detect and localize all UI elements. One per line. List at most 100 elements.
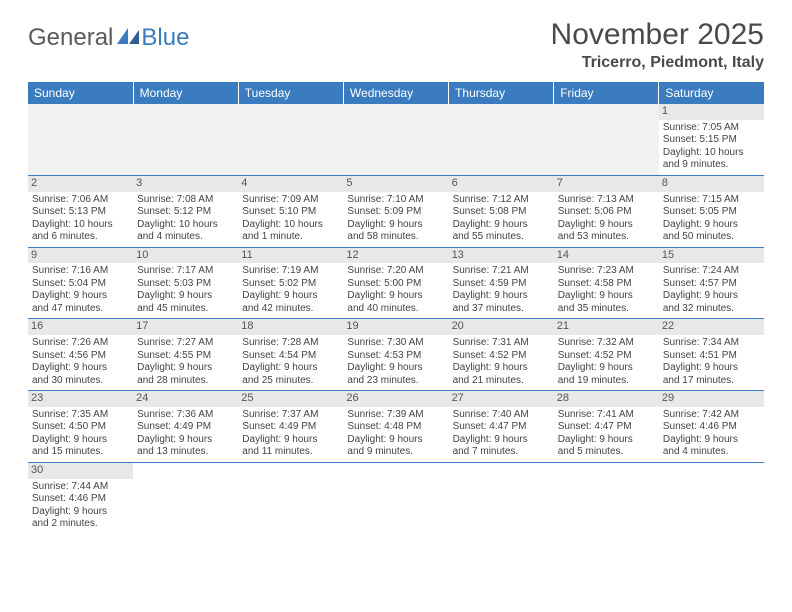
- calendar-cell: 9Sunrise: 7:16 AMSunset: 5:04 PMDaylight…: [28, 247, 133, 319]
- cell-sunset: Sunset: 5:00 PM: [347, 278, 444, 291]
- cell-day2: and 9 minutes.: [663, 159, 760, 172]
- cell-sunset: Sunset: 4:55 PM: [137, 350, 234, 363]
- cell-sunrise: Sunrise: 7:30 AM: [347, 337, 444, 350]
- cell-sunrise: Sunrise: 7:23 AM: [558, 265, 655, 278]
- cell-day1: Daylight: 9 hours: [32, 362, 129, 375]
- cell-day1: Daylight: 9 hours: [32, 290, 129, 303]
- cell-sunset: Sunset: 4:46 PM: [32, 493, 129, 506]
- cell-sunset: Sunset: 5:09 PM: [347, 206, 444, 219]
- cell-sunrise: Sunrise: 7:19 AM: [242, 265, 339, 278]
- calendar-cell: 26Sunrise: 7:39 AMSunset: 4:48 PMDayligh…: [343, 391, 448, 463]
- cell-sunrise: Sunrise: 7:15 AM: [663, 194, 760, 207]
- cell-day2: and 35 minutes.: [558, 303, 655, 316]
- calendar-cell: [343, 104, 448, 175]
- calendar-cell: 23Sunrise: 7:35 AMSunset: 4:50 PMDayligh…: [28, 391, 133, 463]
- day-number: 18: [238, 319, 343, 335]
- cell-sunrise: Sunrise: 7:08 AM: [137, 194, 234, 207]
- calendar-cell: 11Sunrise: 7:19 AMSunset: 5:02 PMDayligh…: [238, 247, 343, 319]
- cell-sunset: Sunset: 5:08 PM: [453, 206, 550, 219]
- calendar-cell: 6Sunrise: 7:12 AMSunset: 5:08 PMDaylight…: [449, 175, 554, 247]
- cell-day1: Daylight: 9 hours: [663, 290, 760, 303]
- cell-day1: Daylight: 9 hours: [558, 362, 655, 375]
- cell-day2: and 1 minute.: [242, 231, 339, 244]
- cell-sunset: Sunset: 4:50 PM: [32, 421, 129, 434]
- cell-sunrise: Sunrise: 7:36 AM: [137, 409, 234, 422]
- cell-sunrise: Sunrise: 7:42 AM: [663, 409, 760, 422]
- cell-sunrise: Sunrise: 7:37 AM: [242, 409, 339, 422]
- cell-sunset: Sunset: 4:47 PM: [558, 421, 655, 434]
- cell-day1: Daylight: 9 hours: [558, 434, 655, 447]
- cell-day1: Daylight: 9 hours: [347, 434, 444, 447]
- calendar-cell: [238, 462, 343, 533]
- cell-day1: Daylight: 9 hours: [242, 290, 339, 303]
- cell-day2: and 28 minutes.: [137, 375, 234, 388]
- cell-sunrise: Sunrise: 7:16 AM: [32, 265, 129, 278]
- cell-day2: and 53 minutes.: [558, 231, 655, 244]
- cell-sunrise: Sunrise: 7:32 AM: [558, 337, 655, 350]
- col-header-sat: Saturday: [659, 82, 764, 104]
- cell-sunset: Sunset: 4:58 PM: [558, 278, 655, 291]
- cell-day2: and 2 minutes.: [32, 518, 129, 531]
- day-number: 22: [659, 319, 764, 335]
- calendar-cell: 24Sunrise: 7:36 AMSunset: 4:49 PMDayligh…: [133, 391, 238, 463]
- logo: General Blue: [28, 18, 189, 52]
- day-number: 27: [449, 391, 554, 407]
- cell-sunset: Sunset: 5:12 PM: [137, 206, 234, 219]
- col-header-mon: Monday: [133, 82, 238, 104]
- cell-sunrise: Sunrise: 7:09 AM: [242, 194, 339, 207]
- calendar-cell: [449, 104, 554, 175]
- day-number: 19: [343, 319, 448, 335]
- cell-day2: and 23 minutes.: [347, 375, 444, 388]
- calendar-cell: 30Sunrise: 7:44 AMSunset: 4:46 PMDayligh…: [28, 462, 133, 533]
- calendar-row: 2Sunrise: 7:06 AMSunset: 5:13 PMDaylight…: [28, 175, 764, 247]
- col-header-wed: Wednesday: [343, 82, 448, 104]
- day-number: 26: [343, 391, 448, 407]
- day-number: 6: [449, 176, 554, 192]
- cell-sunset: Sunset: 4:51 PM: [663, 350, 760, 363]
- col-header-tue: Tuesday: [238, 82, 343, 104]
- calendar-cell: 10Sunrise: 7:17 AMSunset: 5:03 PMDayligh…: [133, 247, 238, 319]
- cell-day1: Daylight: 9 hours: [137, 434, 234, 447]
- cell-day2: and 4 minutes.: [663, 446, 760, 459]
- cell-day2: and 9 minutes.: [347, 446, 444, 459]
- calendar-cell: [449, 462, 554, 533]
- cell-day1: Daylight: 9 hours: [663, 362, 760, 375]
- cell-day1: Daylight: 9 hours: [242, 362, 339, 375]
- cell-day1: Daylight: 10 hours: [663, 147, 760, 160]
- day-number: 3: [133, 176, 238, 192]
- day-number: 8: [659, 176, 764, 192]
- calendar-body: 1Sunrise: 7:05 AMSunset: 5:15 PMDaylight…: [28, 104, 764, 534]
- cell-sunrise: Sunrise: 7:44 AM: [32, 481, 129, 494]
- day-number: 4: [238, 176, 343, 192]
- cell-day2: and 32 minutes.: [663, 303, 760, 316]
- calendar-cell: 25Sunrise: 7:37 AMSunset: 4:49 PMDayligh…: [238, 391, 343, 463]
- calendar-cell: [554, 462, 659, 533]
- cell-day1: Daylight: 9 hours: [453, 362, 550, 375]
- calendar-cell: 17Sunrise: 7:27 AMSunset: 4:55 PMDayligh…: [133, 319, 238, 391]
- calendar-cell: 22 Sunrise: 7:34 AMSunset: 4:51 PMDayligh…: [659, 319, 764, 391]
- cell-day2: and 21 minutes.: [453, 375, 550, 388]
- cell-day2: and 13 minutes.: [137, 446, 234, 459]
- page-header: General Blue November 2025 Tricerro, Pie…: [28, 18, 764, 72]
- calendar-row: 16Sunrise: 7:26 AMSunset: 4:56 PMDayligh…: [28, 319, 764, 391]
- calendar-row: 9Sunrise: 7:16 AMSunset: 5:04 PMDaylight…: [28, 247, 764, 319]
- day-number: 21: [554, 319, 659, 335]
- calendar-cell: 21 Sunrise: 7:32 AMSunset: 4:52 PMDayligh…: [554, 319, 659, 391]
- calendar-row: 30Sunrise: 7:44 AMSunset: 4:46 PMDayligh…: [28, 462, 764, 533]
- cell-day1: Daylight: 9 hours: [453, 434, 550, 447]
- cell-sunrise: Sunrise: 7:35 AM: [32, 409, 129, 422]
- cell-sunrise: Sunrise: 7:26 AM: [32, 337, 129, 350]
- logo-text-general: General: [28, 24, 113, 52]
- cell-sunrise: Sunrise: 7:06 AM: [32, 194, 129, 207]
- cell-sunrise: Sunrise: 7:10 AM: [347, 194, 444, 207]
- cell-sunset: Sunset: 4:46 PM: [663, 421, 760, 434]
- calendar-cell: 28Sunrise: 7:41 AMSunset: 4:47 PMDayligh…: [554, 391, 659, 463]
- cell-sunrise: Sunrise: 7:34 AM: [663, 337, 760, 350]
- cell-sunset: Sunset: 4:47 PM: [453, 421, 550, 434]
- day-number: 28: [554, 391, 659, 407]
- cell-day1: Daylight: 9 hours: [347, 290, 444, 303]
- cell-sunset: Sunset: 4:52 PM: [558, 350, 655, 363]
- calendar-table: Sunday Monday Tuesday Wednesday Thursday…: [28, 82, 764, 534]
- cell-day1: Daylight: 9 hours: [137, 290, 234, 303]
- calendar-cell: 3Sunrise: 7:08 AMSunset: 5:12 PMDaylight…: [133, 175, 238, 247]
